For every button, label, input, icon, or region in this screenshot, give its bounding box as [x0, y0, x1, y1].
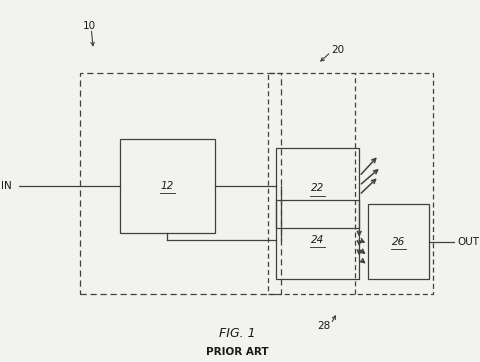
Bar	[268, 73, 433, 294]
Bar	[368, 205, 429, 279]
Text: 12: 12	[161, 181, 174, 191]
Text: 24: 24	[311, 235, 324, 245]
Text: 20: 20	[331, 45, 344, 55]
Text: 22: 22	[311, 183, 324, 193]
Text: OUT: OUT	[457, 237, 479, 247]
Text: IN: IN	[1, 181, 12, 191]
Text: 26: 26	[392, 237, 405, 247]
Bar	[80, 73, 281, 294]
Text: FIG. 1: FIG. 1	[219, 327, 255, 340]
Text: 28: 28	[318, 321, 331, 331]
Bar	[276, 148, 359, 228]
Bar	[276, 200, 359, 279]
Text: 10: 10	[83, 21, 96, 31]
Text: PRIOR ART: PRIOR ART	[206, 347, 268, 357]
Bar	[120, 139, 216, 233]
